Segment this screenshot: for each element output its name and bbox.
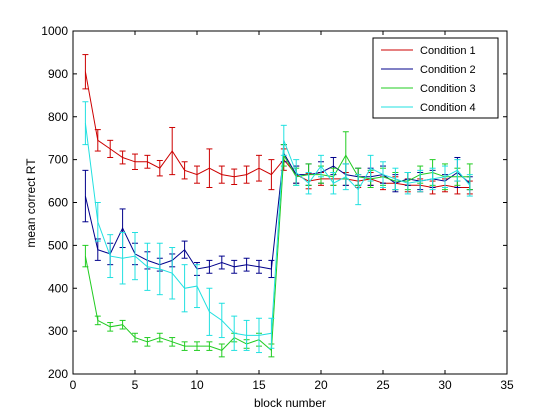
y-tick-label: 400 [48,281,68,295]
legend-label: Condition 2 [420,64,476,76]
plot-area [82,54,473,358]
y-tick-label: 700 [48,153,68,167]
legend-box [372,37,499,119]
legend-label: Condition 3 [420,83,476,95]
y-tick-label: 500 [48,238,68,252]
y-axis-label: mean correct RT [24,158,38,248]
y-tick-label: 200 [48,367,68,381]
y-tick-label: 1000 [41,24,68,38]
x-tick-label: 0 [70,378,77,392]
x-tick-label: 35 [500,378,514,392]
x-tick-label: 5 [132,378,139,392]
x-tick-label: 30 [438,378,452,392]
legend: Condition 1 Condition 2 Condition 3 Conditi… [372,37,499,119]
axes: 0 5 10 15 20 25 30 35 200 300 400 500 600 700 800 900 10… [41,24,514,392]
series-line [84,151,471,270]
y-tick-label: 900 [48,67,68,81]
y-tick-label: 600 [48,196,68,210]
series-4 [82,101,473,354]
y-tick-label: 300 [48,324,68,338]
series-line [84,123,471,336]
x-tick-label: 15 [252,378,266,392]
x-tick-label: 10 [190,378,204,392]
y-tick-label: 800 [48,110,68,124]
legend-label: Condition 4 [420,102,476,114]
series-line [84,153,470,352]
x-tick-label: 25 [376,378,390,392]
x-axis-label: block number [254,396,326,410]
legend-label: Condition 1 [420,45,476,57]
x-tick-label: 20 [314,378,328,392]
